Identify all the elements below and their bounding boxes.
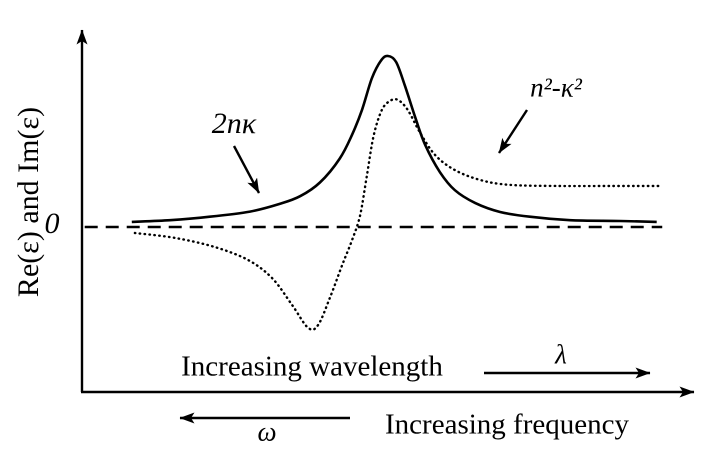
solid-curve-pointer-arrow <box>232 145 261 194</box>
omega-symbol: ω <box>257 416 277 447</box>
increasing-frequency-label: Increasing frequency <box>385 408 629 441</box>
dotted-curve-label-n2-k2: n²-κ² <box>530 72 582 103</box>
y-axis-label: Re(ε) and Im(ε) <box>12 106 45 298</box>
im-epsilon-curve-2nk <box>131 54 657 224</box>
increasing-wavelength-label: Increasing wavelength <box>181 350 443 383</box>
dotted-curve-pointer-arrow <box>497 109 529 154</box>
zero-tick-label: 0 <box>44 207 60 240</box>
re-epsilon-curve-n2-k2 <box>133 97 661 331</box>
solid-curve-label-2nk: 2nκ <box>211 107 257 140</box>
lambda-symbol: λ <box>555 339 567 370</box>
